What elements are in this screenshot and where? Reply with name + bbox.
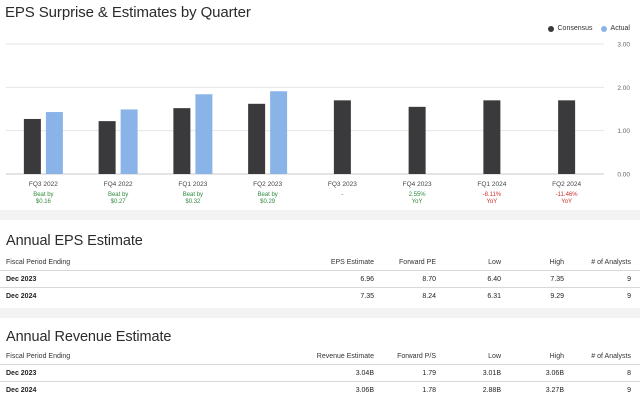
y-tick-label: 3.00 bbox=[617, 42, 630, 49]
surprise-label: -11.46% bbox=[556, 192, 579, 198]
legend-swatch-consensus bbox=[547, 25, 554, 32]
table-row: Dec 2023 3.04B 1.79 3.01B 3.06B 8 bbox=[0, 365, 640, 382]
period-cell: Dec 2024 bbox=[6, 387, 37, 394]
analysts-cell: 9 bbox=[627, 293, 631, 300]
surprise-label: Beat by bbox=[183, 192, 203, 198]
chart-legend: Consensus Actual bbox=[540, 25, 630, 32]
y-tick-label: 1.00 bbox=[617, 128, 630, 135]
surprise-label: - bbox=[341, 192, 343, 198]
header-high: High bbox=[549, 259, 564, 266]
surprise-value: YoY bbox=[486, 199, 497, 205]
annual-eps-title: Annual EPS Estimate bbox=[6, 233, 143, 249]
header-fiscal-period: Fiscal Period Ending bbox=[6, 259, 71, 266]
low-cell: 3.01B bbox=[482, 370, 501, 377]
bar-actual bbox=[120, 109, 138, 174]
x-category-label: FQ1 2024 bbox=[477, 181, 506, 188]
eps-chart-card: 0.00 1.00 2.00 3.00 FQ3 2022 Beat by $0.16 FQ4 … bbox=[0, 0, 640, 210]
table-header-row: Fiscal Period Ending Revenue Estimate Fo… bbox=[0, 348, 640, 365]
table-row: Dec 2024 7.35 8.24 6.31 9.29 9 bbox=[0, 288, 640, 305]
bar-consensus bbox=[248, 103, 266, 174]
surprise-value: $0.16 bbox=[36, 199, 52, 205]
surprise-value: $0.29 bbox=[260, 199, 276, 205]
x-category-label: FQ2 2023 bbox=[253, 181, 282, 188]
legend-label-actual: Actual bbox=[610, 25, 630, 32]
x-category-label: FQ3 2023 bbox=[328, 181, 357, 188]
header-low: Low bbox=[488, 259, 501, 266]
legend-label-consensus: Consensus bbox=[557, 25, 593, 32]
high-cell: 3.06B bbox=[545, 370, 564, 377]
forward-ps-cell: 1.79 bbox=[422, 370, 436, 377]
annual-revenue-card: Annual Revenue Estimate Fiscal Period En… bbox=[0, 318, 640, 402]
surprise-label: Beat by bbox=[33, 192, 53, 198]
bar-consensus bbox=[23, 118, 41, 174]
high-cell: 7.35 bbox=[550, 276, 564, 283]
bar-consensus bbox=[173, 108, 191, 174]
x-category-label: FQ4 2022 bbox=[104, 181, 133, 188]
header-fiscal-period: Fiscal Period Ending bbox=[6, 353, 71, 360]
header-analysts: # of Analysts bbox=[591, 259, 631, 266]
eps-estimate-cell: 7.35 bbox=[360, 293, 374, 300]
high-cell: 9.29 bbox=[550, 293, 564, 300]
x-category-label: FQ4 2023 bbox=[403, 181, 432, 188]
period-cell: Dec 2023 bbox=[6, 370, 37, 377]
legend-item-actual[interactable]: Actual bbox=[600, 25, 630, 32]
header-high: High bbox=[549, 353, 564, 360]
legend-item-consensus[interactable]: Consensus bbox=[547, 25, 593, 32]
table-header-row: Fiscal Period Ending EPS Estimate Forwar… bbox=[0, 254, 640, 271]
legend-swatch-actual bbox=[600, 25, 607, 32]
y-tick-label: 2.00 bbox=[617, 85, 630, 92]
bar-consensus bbox=[483, 100, 501, 174]
surprise-value: YoY bbox=[412, 199, 423, 205]
annual-eps-card: Annual EPS Estimate Fiscal Period Ending… bbox=[0, 220, 640, 308]
bar-consensus bbox=[333, 100, 351, 174]
bar-consensus bbox=[558, 100, 576, 174]
surprise-label: Beat by bbox=[108, 192, 128, 198]
surprise-value: YoY bbox=[561, 199, 572, 205]
header-forward-ps: Forward P/S bbox=[397, 353, 436, 360]
forward-ps-cell: 1.78 bbox=[422, 387, 436, 394]
forward-pe-cell: 8.70 bbox=[422, 276, 436, 283]
surprise-label: -8.11% bbox=[483, 192, 502, 198]
low-cell: 2.88B bbox=[482, 387, 501, 394]
table-row: Dec 2024 3.06B 1.78 2.88B 3.27B 9 bbox=[0, 382, 640, 399]
period-cell: Dec 2024 bbox=[6, 293, 37, 300]
bar-actual bbox=[195, 94, 213, 174]
bar-consensus bbox=[98, 121, 116, 174]
table-row: Dec 2023 6.96 8.70 6.40 7.35 9 bbox=[0, 271, 640, 288]
header-revenue-estimate: Revenue Estimate bbox=[316, 353, 374, 360]
bar-consensus bbox=[408, 106, 426, 174]
bar-actual bbox=[45, 112, 63, 174]
header-forward-pe: Forward PE bbox=[399, 259, 436, 266]
x-category-label: FQ2 2024 bbox=[552, 181, 581, 188]
eps-estimate-cell: 6.96 bbox=[360, 276, 374, 283]
y-tick-label: 0.00 bbox=[617, 172, 630, 179]
surprise-label: 2.55% bbox=[409, 192, 427, 198]
forward-pe-cell: 8.24 bbox=[422, 293, 436, 300]
header-low: Low bbox=[488, 353, 501, 360]
surprise-value: $0.27 bbox=[111, 199, 127, 205]
chart-title: EPS Surprise & Estimates by Quarter bbox=[5, 4, 251, 21]
low-cell: 6.40 bbox=[487, 276, 501, 283]
revenue-estimate-cell: 3.04B bbox=[355, 370, 374, 377]
low-cell: 6.31 bbox=[487, 293, 501, 300]
high-cell: 3.27B bbox=[545, 387, 564, 394]
surprise-value: $0.32 bbox=[185, 199, 201, 205]
period-cell: Dec 2023 bbox=[6, 276, 37, 283]
header-eps-estimate: EPS Estimate bbox=[330, 259, 374, 266]
x-category-label: FQ1 2023 bbox=[178, 181, 207, 188]
revenue-estimate-cell: 3.06B bbox=[355, 387, 374, 394]
x-category-label: FQ3 2022 bbox=[29, 181, 58, 188]
analysts-cell: 9 bbox=[627, 276, 631, 283]
analysts-cell: 9 bbox=[627, 387, 631, 394]
header-analysts: # of Analysts bbox=[591, 353, 631, 360]
analysts-cell: 8 bbox=[627, 370, 631, 377]
bar-actual bbox=[270, 91, 288, 174]
surprise-label: Beat by bbox=[257, 192, 277, 198]
annual-revenue-title: Annual Revenue Estimate bbox=[6, 329, 172, 345]
